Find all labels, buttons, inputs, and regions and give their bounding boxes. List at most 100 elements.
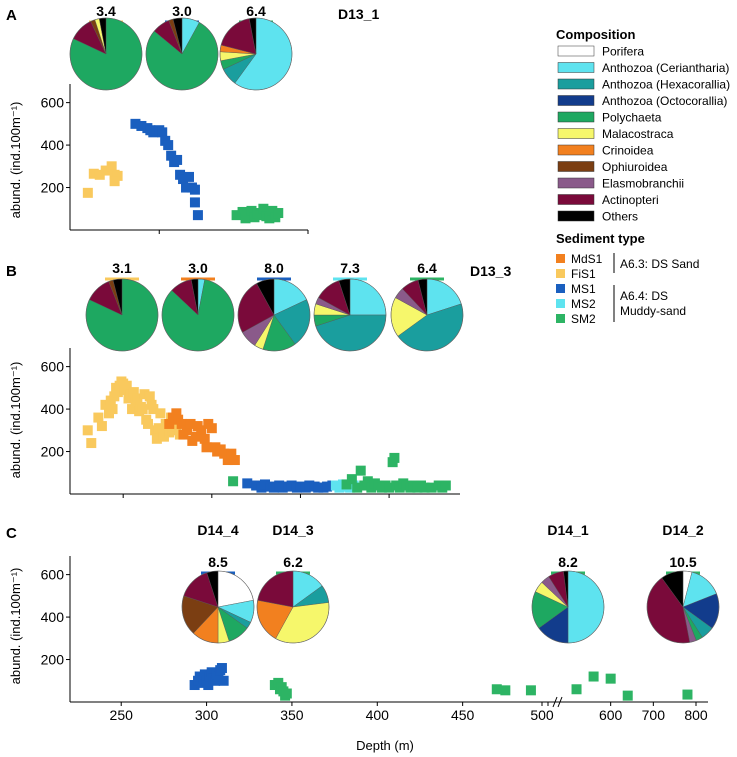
pie-outline [181,570,255,644]
pie-site-label: D14_1 [547,522,588,538]
point-fis1 [127,404,138,415]
y-label-b: abund. (ind.100m⁻¹) [8,362,23,479]
point-sm2 [491,684,502,695]
x-tick-label: 600 [599,707,623,723]
point-fis1 [171,421,182,432]
point-mds1 [206,423,217,434]
point-ms1 [286,480,297,491]
point-fis1 [88,168,99,179]
x-tick-label: 400 [366,707,390,723]
point-fis1 [96,421,107,432]
point-mds1 [219,448,230,459]
panel-letter-b: B [6,263,17,280]
point-fis1 [106,161,117,172]
point-mds1 [185,418,196,429]
pie-value-label: 3.0 [172,3,192,19]
point-ms1 [157,127,168,138]
plots: 200 400 600 3.4 3.0 6.4 200 400 600 3.1 3.0 8.0 7.3 6… [41,3,720,723]
pie-value-label: 6.4 [417,260,437,276]
point-ms1 [189,184,200,195]
point-fis1 [82,187,93,198]
legend-label: Actinopteri [602,193,659,207]
point-sm2 [588,671,599,682]
point-sm2 [237,206,248,217]
x-tick-label: 250 [110,707,134,723]
site-title-b: D13_3 [470,263,511,279]
legend-swatch [557,144,595,156]
y-tick-label: 400 [41,401,65,417]
y-label-a: abund. (ind.100m⁻¹) [8,102,23,219]
point-ms1 [203,680,214,691]
point-ms1 [206,667,217,678]
point-fis1 [86,438,97,449]
point-fis1 [139,389,150,400]
legend-label: Ophiuroidea [602,160,668,174]
legend-swatch [557,78,595,90]
pie-value-label: 7.3 [340,260,360,276]
point-ms1 [251,480,262,491]
y-tick-label: 600 [41,359,65,375]
point-sm2 [267,205,278,216]
point-sm2 [246,205,257,216]
legend-swatch [557,161,595,172]
point-ms1 [322,481,333,492]
pie-value-label: 3.0 [188,260,208,276]
pie-outline [85,278,159,352]
site-title-a: D13_1 [338,6,379,22]
point-fis1 [94,169,105,180]
point-sm2 [273,208,284,219]
sediment-swatch [556,299,565,308]
point-mds1 [190,431,201,442]
point-sm2 [341,479,352,490]
point-ms1 [192,210,203,221]
x-tick-label: 450 [451,707,475,723]
axis-break-mark [552,696,558,708]
x-tick-label: 350 [280,707,304,723]
point-ms1 [189,197,200,208]
legend-items: Porifera Anthozoa (Ceriantharia) Anthozoa … [556,45,730,326]
y-tick-label: 600 [41,567,65,583]
point-fis1 [100,165,111,176]
x-tick-label: 700 [642,707,666,723]
point-ms1 [313,482,324,493]
point-fis1 [93,412,104,423]
point-sm2 [352,482,363,493]
legend-label: Anthozoa (Hexacorallia) [602,78,730,92]
point-ms1 [304,480,315,491]
point-mds1 [176,418,187,429]
sediment-legend-title: Sediment type [556,231,645,246]
point-sm2 [362,476,373,487]
sediment-label: MS1 [571,282,596,296]
point-sm2 [258,203,269,214]
pie-outline [390,278,464,352]
point-fis1 [100,399,111,410]
point-sm2 [500,685,511,696]
point-ms1 [199,669,210,680]
pie-value-label: 10.5 [669,554,696,570]
point-fis1 [157,425,168,436]
x-label: Depth (m) [356,738,414,753]
point-ms1 [260,479,270,490]
y-tick-label: 200 [41,180,65,196]
point-fis1 [128,387,139,398]
point-sm2 [384,482,395,493]
point-ms1 [218,675,229,686]
pie-outline [69,17,143,91]
point-sm2 [255,210,266,221]
point-fis1 [155,408,166,419]
pie-outline [313,278,387,352]
point-sm2 [571,684,582,695]
pie-outline [219,17,293,91]
legend-label: Anthozoa (Octocorallia) [602,94,727,108]
point-fis1 [82,425,93,436]
legend-label: Crinoidea [602,144,654,158]
legend-label: Anthozoa (Ceriantharia) [602,61,729,75]
pie-value-label: 6.2 [283,554,303,570]
pie-site-label: D14_2 [662,522,703,538]
panel-letter-a: A [6,7,17,24]
point-fis1 [107,404,118,415]
legend-label: Polychaeta [602,111,662,125]
pie-value-label: 8.5 [208,554,228,570]
point-sm2 [231,210,242,221]
pie-value-label: 8.2 [558,554,578,570]
